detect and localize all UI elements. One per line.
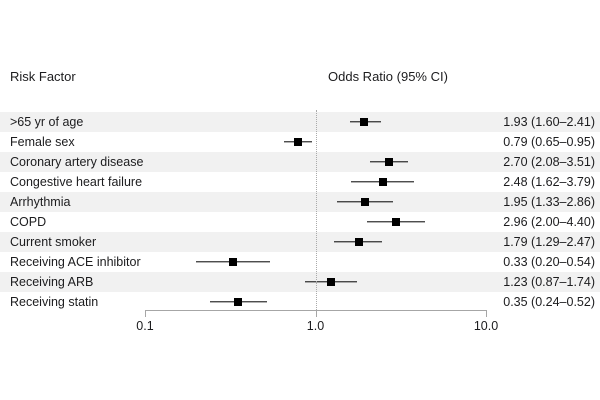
x-axis-tick-label: 0.1 [136,319,154,333]
reference-line [315,110,317,310]
risk-factor-label: Receiving statin [10,295,99,309]
x-axis-tick [145,310,146,317]
or-marker [360,198,369,206]
risk-factor-label: Coronary artery disease [10,155,144,169]
or-marker [326,278,335,286]
table-row: Arrhythmia 1.95 (1.33–2.86) [0,192,600,212]
table-row: Congestive heart failure 2.48 (1.62–3.79) [0,172,600,192]
table-row: >65 yr of age 1.93 (1.60–2.41) [0,112,600,132]
x-axis-tick-label: 10.0 [473,319,499,333]
table-row: Receiving ACE inhibitor 0.33 (0.20–0.54) [0,252,600,272]
or-value: 1.79 (1.29–2.47) [503,235,595,249]
or-value: 0.33 (0.20–0.54) [503,255,595,269]
or-marker [354,238,363,246]
risk-factor-label: Female sex [10,135,75,149]
risk-factor-label: Arrhythmia [10,195,71,209]
table-row: Coronary artery disease 2.70 (2.08–3.51) [0,152,600,172]
or-value: 0.79 (0.65–0.95) [503,135,595,149]
x-axis-tick-label: 1.0 [306,319,325,333]
risk-factor-label: >65 yr of age [10,115,84,129]
or-value: 0.35 (0.24–0.52) [503,295,595,309]
x-axis-tick [486,310,487,317]
or-value: 1.23 (0.87–1.74) [503,275,595,289]
or-marker [233,298,242,306]
table-row: Receiving statin 0.35 (0.24–0.52) [0,292,600,312]
or-marker [378,178,387,186]
risk-factor-label: Current smoker [10,235,97,249]
or-value: 1.95 (1.33–2.86) [503,195,595,209]
risk-factor-label: Receiving ACE inhibitor [10,255,141,269]
or-marker [294,138,303,146]
column-header-odds-ratio: Odds Ratio (95% CI) [328,69,448,84]
column-header-risk-factor: Risk Factor [10,69,76,84]
or-marker [391,218,400,226]
or-value: 2.48 (1.62–3.79) [503,175,595,189]
or-marker [229,258,238,266]
or-value: 2.70 (2.08–3.51) [503,155,595,169]
or-value: 1.93 (1.60–2.41) [503,115,595,129]
or-value: 2.96 (2.00–4.40) [503,215,595,229]
table-row: Current smoker 1.79 (1.29–2.47) [0,232,600,252]
or-marker [360,118,369,126]
x-axis-tick [315,310,317,317]
risk-factor-label: Congestive heart failure [10,175,143,189]
risk-factor-label: COPD [10,215,47,229]
table-row: Receiving ARB 1.23 (0.87–1.74) [0,272,600,292]
table-row: Female sex 0.79 (0.65–0.95) [0,132,600,152]
table-row: COPD 2.96 (2.00–4.40) [0,212,600,232]
or-marker [385,158,394,166]
risk-factor-label: Receiving ARB [10,275,94,289]
